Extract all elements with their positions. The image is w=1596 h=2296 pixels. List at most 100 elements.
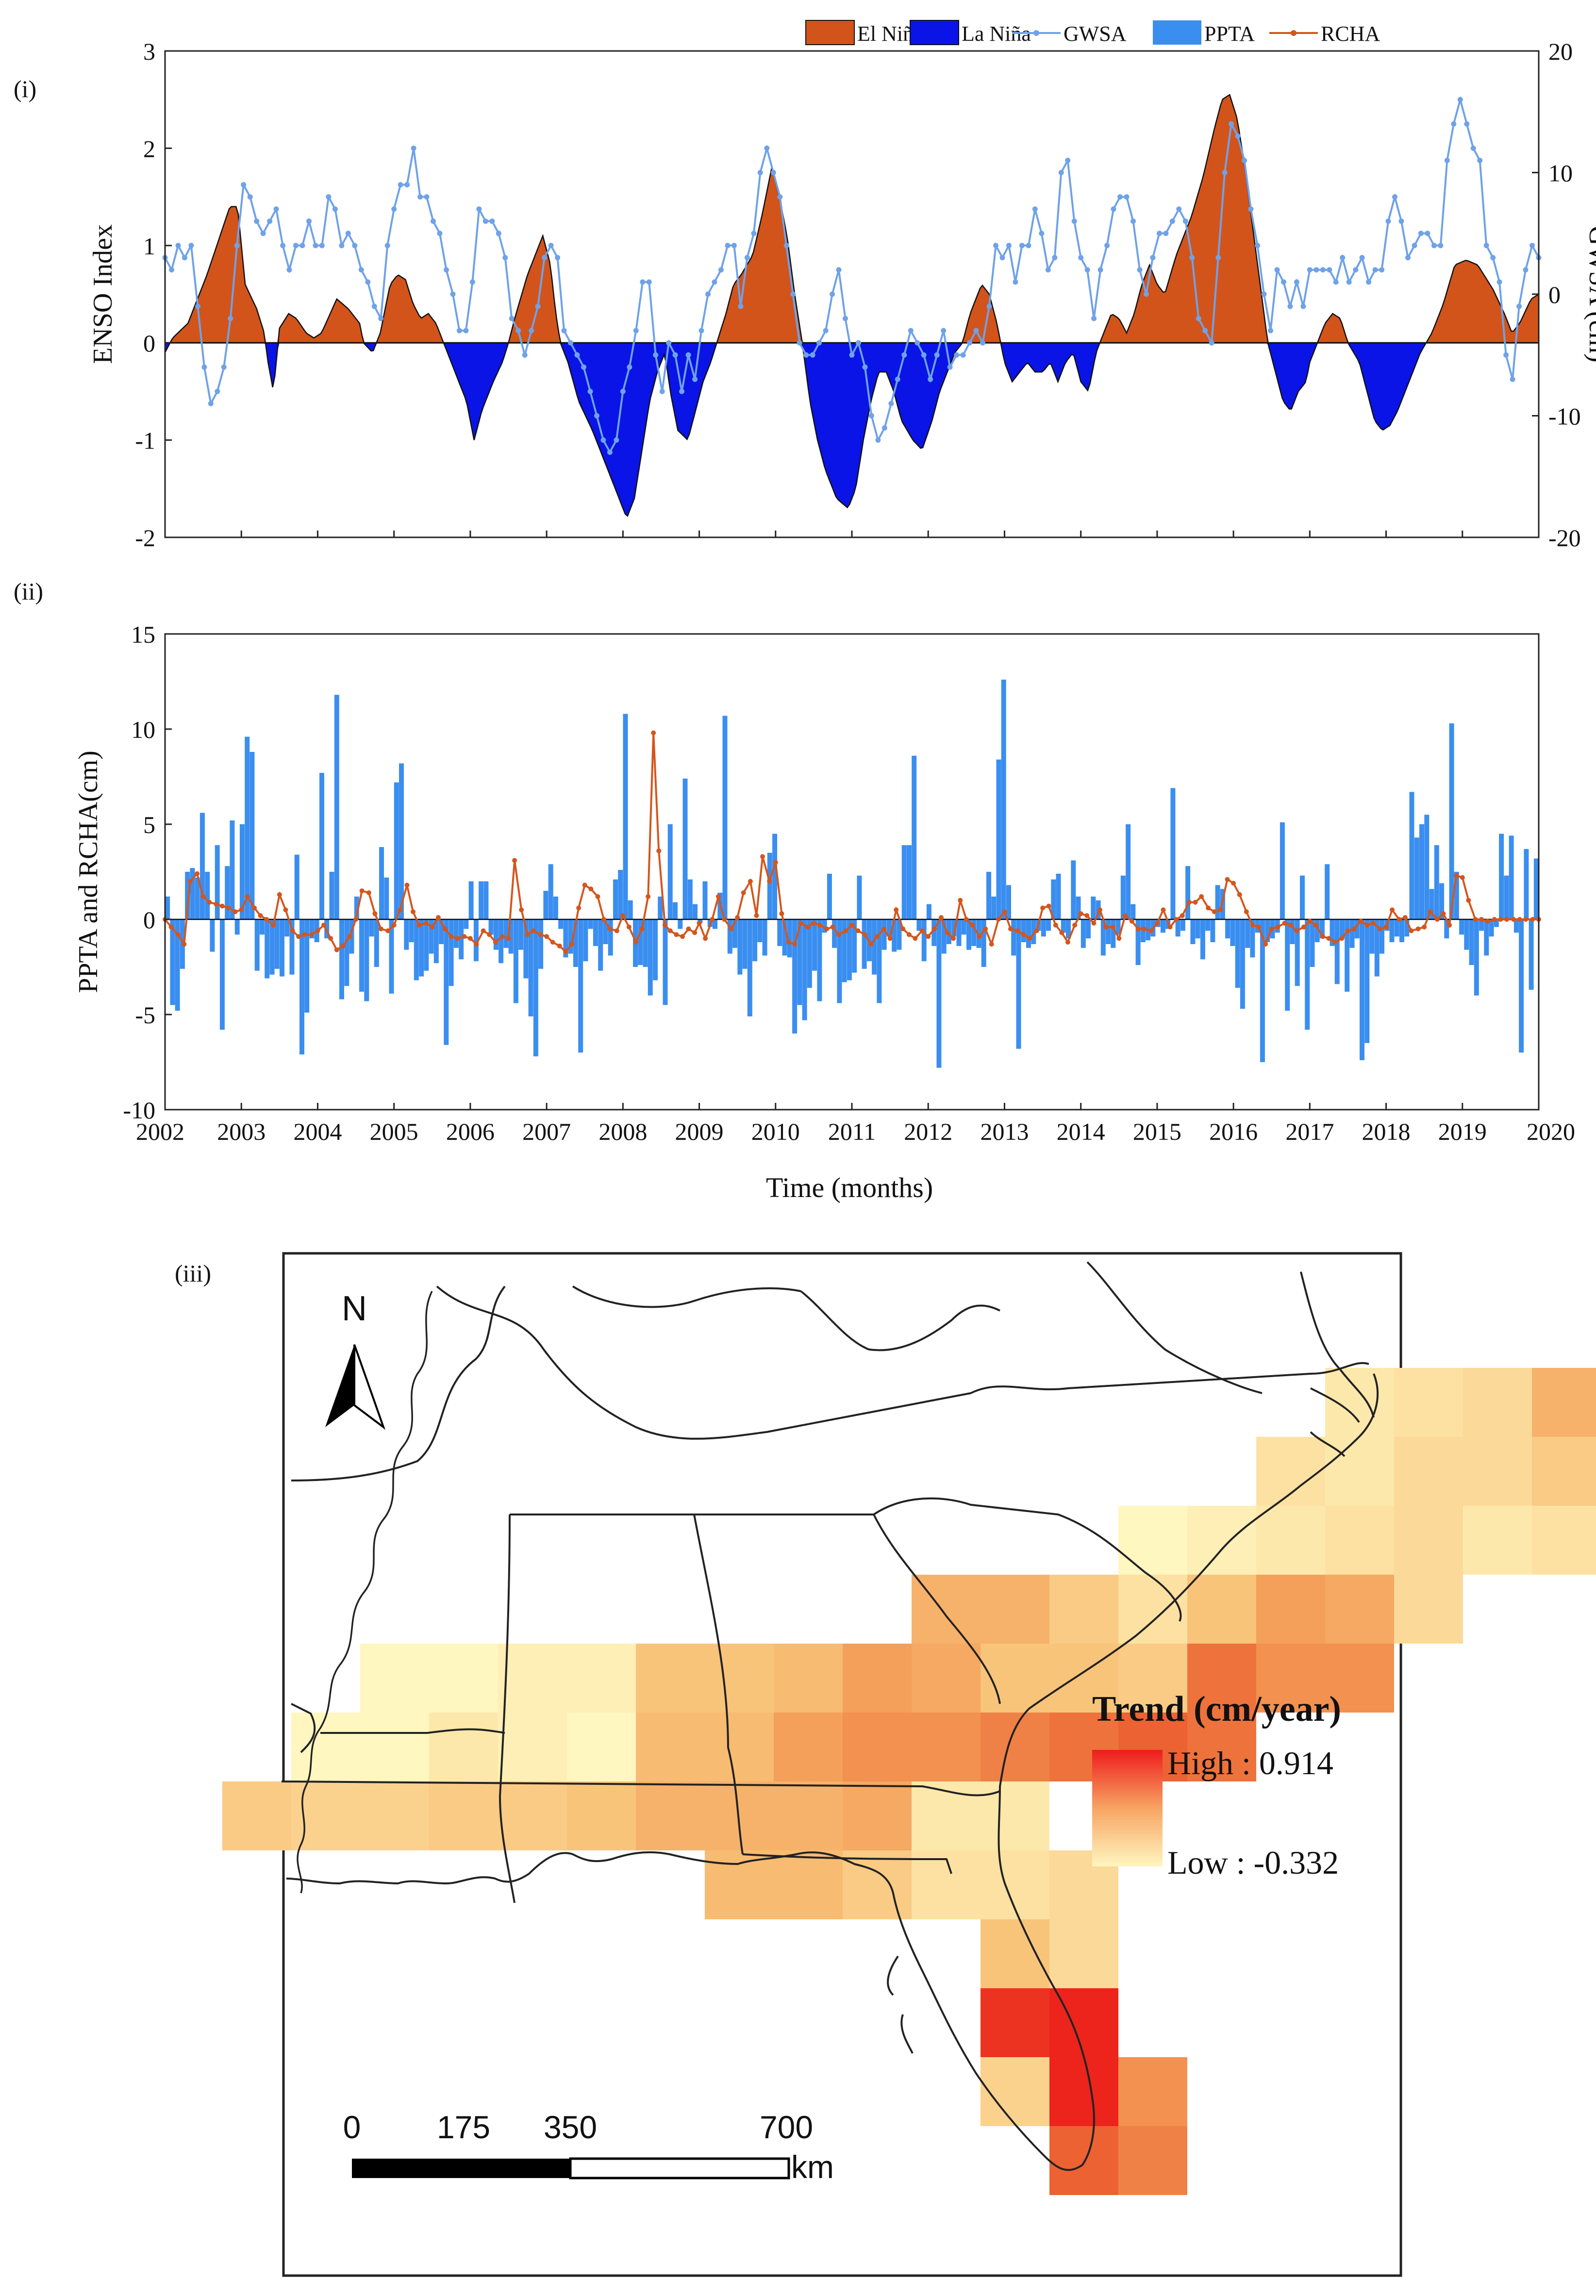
rcha-point xyxy=(862,932,867,937)
ppta-bar xyxy=(1409,792,1414,919)
gwsa-point xyxy=(391,206,397,212)
ppta-bar xyxy=(1245,919,1250,948)
trend-cell xyxy=(636,1644,705,1713)
gwsa-point xyxy=(914,340,920,346)
gwsa-point xyxy=(515,328,521,333)
rcha-point xyxy=(1370,920,1376,926)
ppta-bar xyxy=(1360,919,1364,1061)
rcha-point xyxy=(958,898,963,903)
ppta-bar xyxy=(613,879,618,919)
ppta-bar xyxy=(215,845,220,919)
ppta-bar xyxy=(782,919,787,956)
gwsa-point xyxy=(921,352,927,358)
rcha-point xyxy=(385,928,391,933)
trend-cell xyxy=(705,1644,774,1713)
ppta-bar xyxy=(195,877,200,919)
map-legend-low: Low : -0.332 xyxy=(1167,1844,1339,1881)
ppta-bar xyxy=(847,919,852,981)
gwsa-point xyxy=(797,340,802,346)
ppta-bar xyxy=(936,919,942,1068)
trend-cell xyxy=(1394,1575,1463,1644)
rcha-point xyxy=(1460,875,1465,880)
ppta-bar xyxy=(578,919,583,1053)
rcha-point xyxy=(977,934,982,939)
rcha-point xyxy=(1212,909,1217,915)
gwsa-point xyxy=(1320,267,1326,273)
trend-cell xyxy=(1394,1368,1463,1437)
gwsa-point xyxy=(1379,267,1385,273)
rcha-point xyxy=(1097,907,1102,913)
rcha-point xyxy=(1479,917,1484,922)
trend-cell xyxy=(705,1713,774,1781)
rcha-point xyxy=(474,942,479,947)
gwsa-point xyxy=(672,352,678,358)
north-arrow: N xyxy=(325,1289,386,1430)
rcha-point xyxy=(1256,924,1261,930)
rcha-point xyxy=(1180,913,1185,918)
ppta-bar xyxy=(359,919,364,992)
gwsa-point xyxy=(725,243,731,249)
ppta-bar xyxy=(473,919,479,962)
rcha-point xyxy=(1294,928,1299,933)
x-axis-label: Time (months) xyxy=(766,1172,933,1203)
ppta-bar xyxy=(1334,919,1340,984)
gwsa-point xyxy=(1032,206,1038,212)
ppta-bar xyxy=(713,919,717,929)
rcha-point xyxy=(1091,920,1097,926)
rcha-point xyxy=(626,924,632,930)
gwsa-point xyxy=(548,243,554,249)
gwsa-point xyxy=(1006,243,1012,249)
rcha-point xyxy=(219,903,225,909)
ppta-tick-label: 0 xyxy=(143,906,155,933)
state-line-4 xyxy=(499,1514,515,1903)
state-line-2 xyxy=(291,1285,506,1481)
ppta-bar xyxy=(1235,919,1240,988)
ppta-bar xyxy=(732,919,737,948)
ppta-bar xyxy=(548,864,553,919)
gwsa-point xyxy=(751,231,757,236)
rcha-point xyxy=(423,920,429,926)
ppta-bar xyxy=(1076,897,1081,919)
rcha-point xyxy=(1332,940,1338,945)
ppta-bar xyxy=(429,919,434,954)
rcha-point xyxy=(1116,936,1122,941)
trend-cell xyxy=(1187,1575,1256,1644)
ppta-bar xyxy=(1305,919,1310,1030)
gwsa-point xyxy=(666,340,672,346)
ppta-bar xyxy=(568,919,573,954)
rcha-point xyxy=(1339,936,1345,941)
rcha-point xyxy=(1269,926,1274,932)
rcha-point xyxy=(378,926,383,932)
rcha-point xyxy=(786,940,791,945)
state-line-9 xyxy=(873,1497,1182,1622)
legend-swatch xyxy=(910,20,959,45)
gwsa-point xyxy=(273,206,279,212)
ppta-bar xyxy=(1389,919,1395,942)
gwsa-point xyxy=(398,182,403,188)
trend-cell xyxy=(774,1644,843,1713)
gwsa-point xyxy=(960,352,966,358)
ppta-bar xyxy=(757,919,763,942)
ppta-bar xyxy=(1474,919,1479,996)
gwsa-point xyxy=(973,328,979,333)
ppta-bar xyxy=(259,919,265,935)
ppta-bar xyxy=(1295,919,1300,986)
gwsa-point xyxy=(764,145,770,151)
gwsa-point xyxy=(954,352,960,358)
ppta-bar xyxy=(901,845,907,919)
gwsa-point xyxy=(1274,267,1280,273)
rcha-point xyxy=(667,928,673,933)
panel-i-label: (i) xyxy=(14,75,36,102)
gwsa-point xyxy=(1097,267,1103,273)
rcha-point xyxy=(1511,917,1516,922)
rcha-point xyxy=(1084,913,1090,918)
year-tick-label: 2015 xyxy=(1133,1118,1181,1145)
ppta-bar xyxy=(304,919,310,1013)
state-line-13 xyxy=(800,1290,1000,1351)
year-tick-label: 2010 xyxy=(751,1118,800,1145)
legend-label: PPTA xyxy=(1204,22,1255,46)
trend-cell xyxy=(498,1781,567,1850)
ppta-bar xyxy=(767,852,772,919)
ppta-bar xyxy=(563,919,568,958)
rcha-point xyxy=(487,932,492,937)
